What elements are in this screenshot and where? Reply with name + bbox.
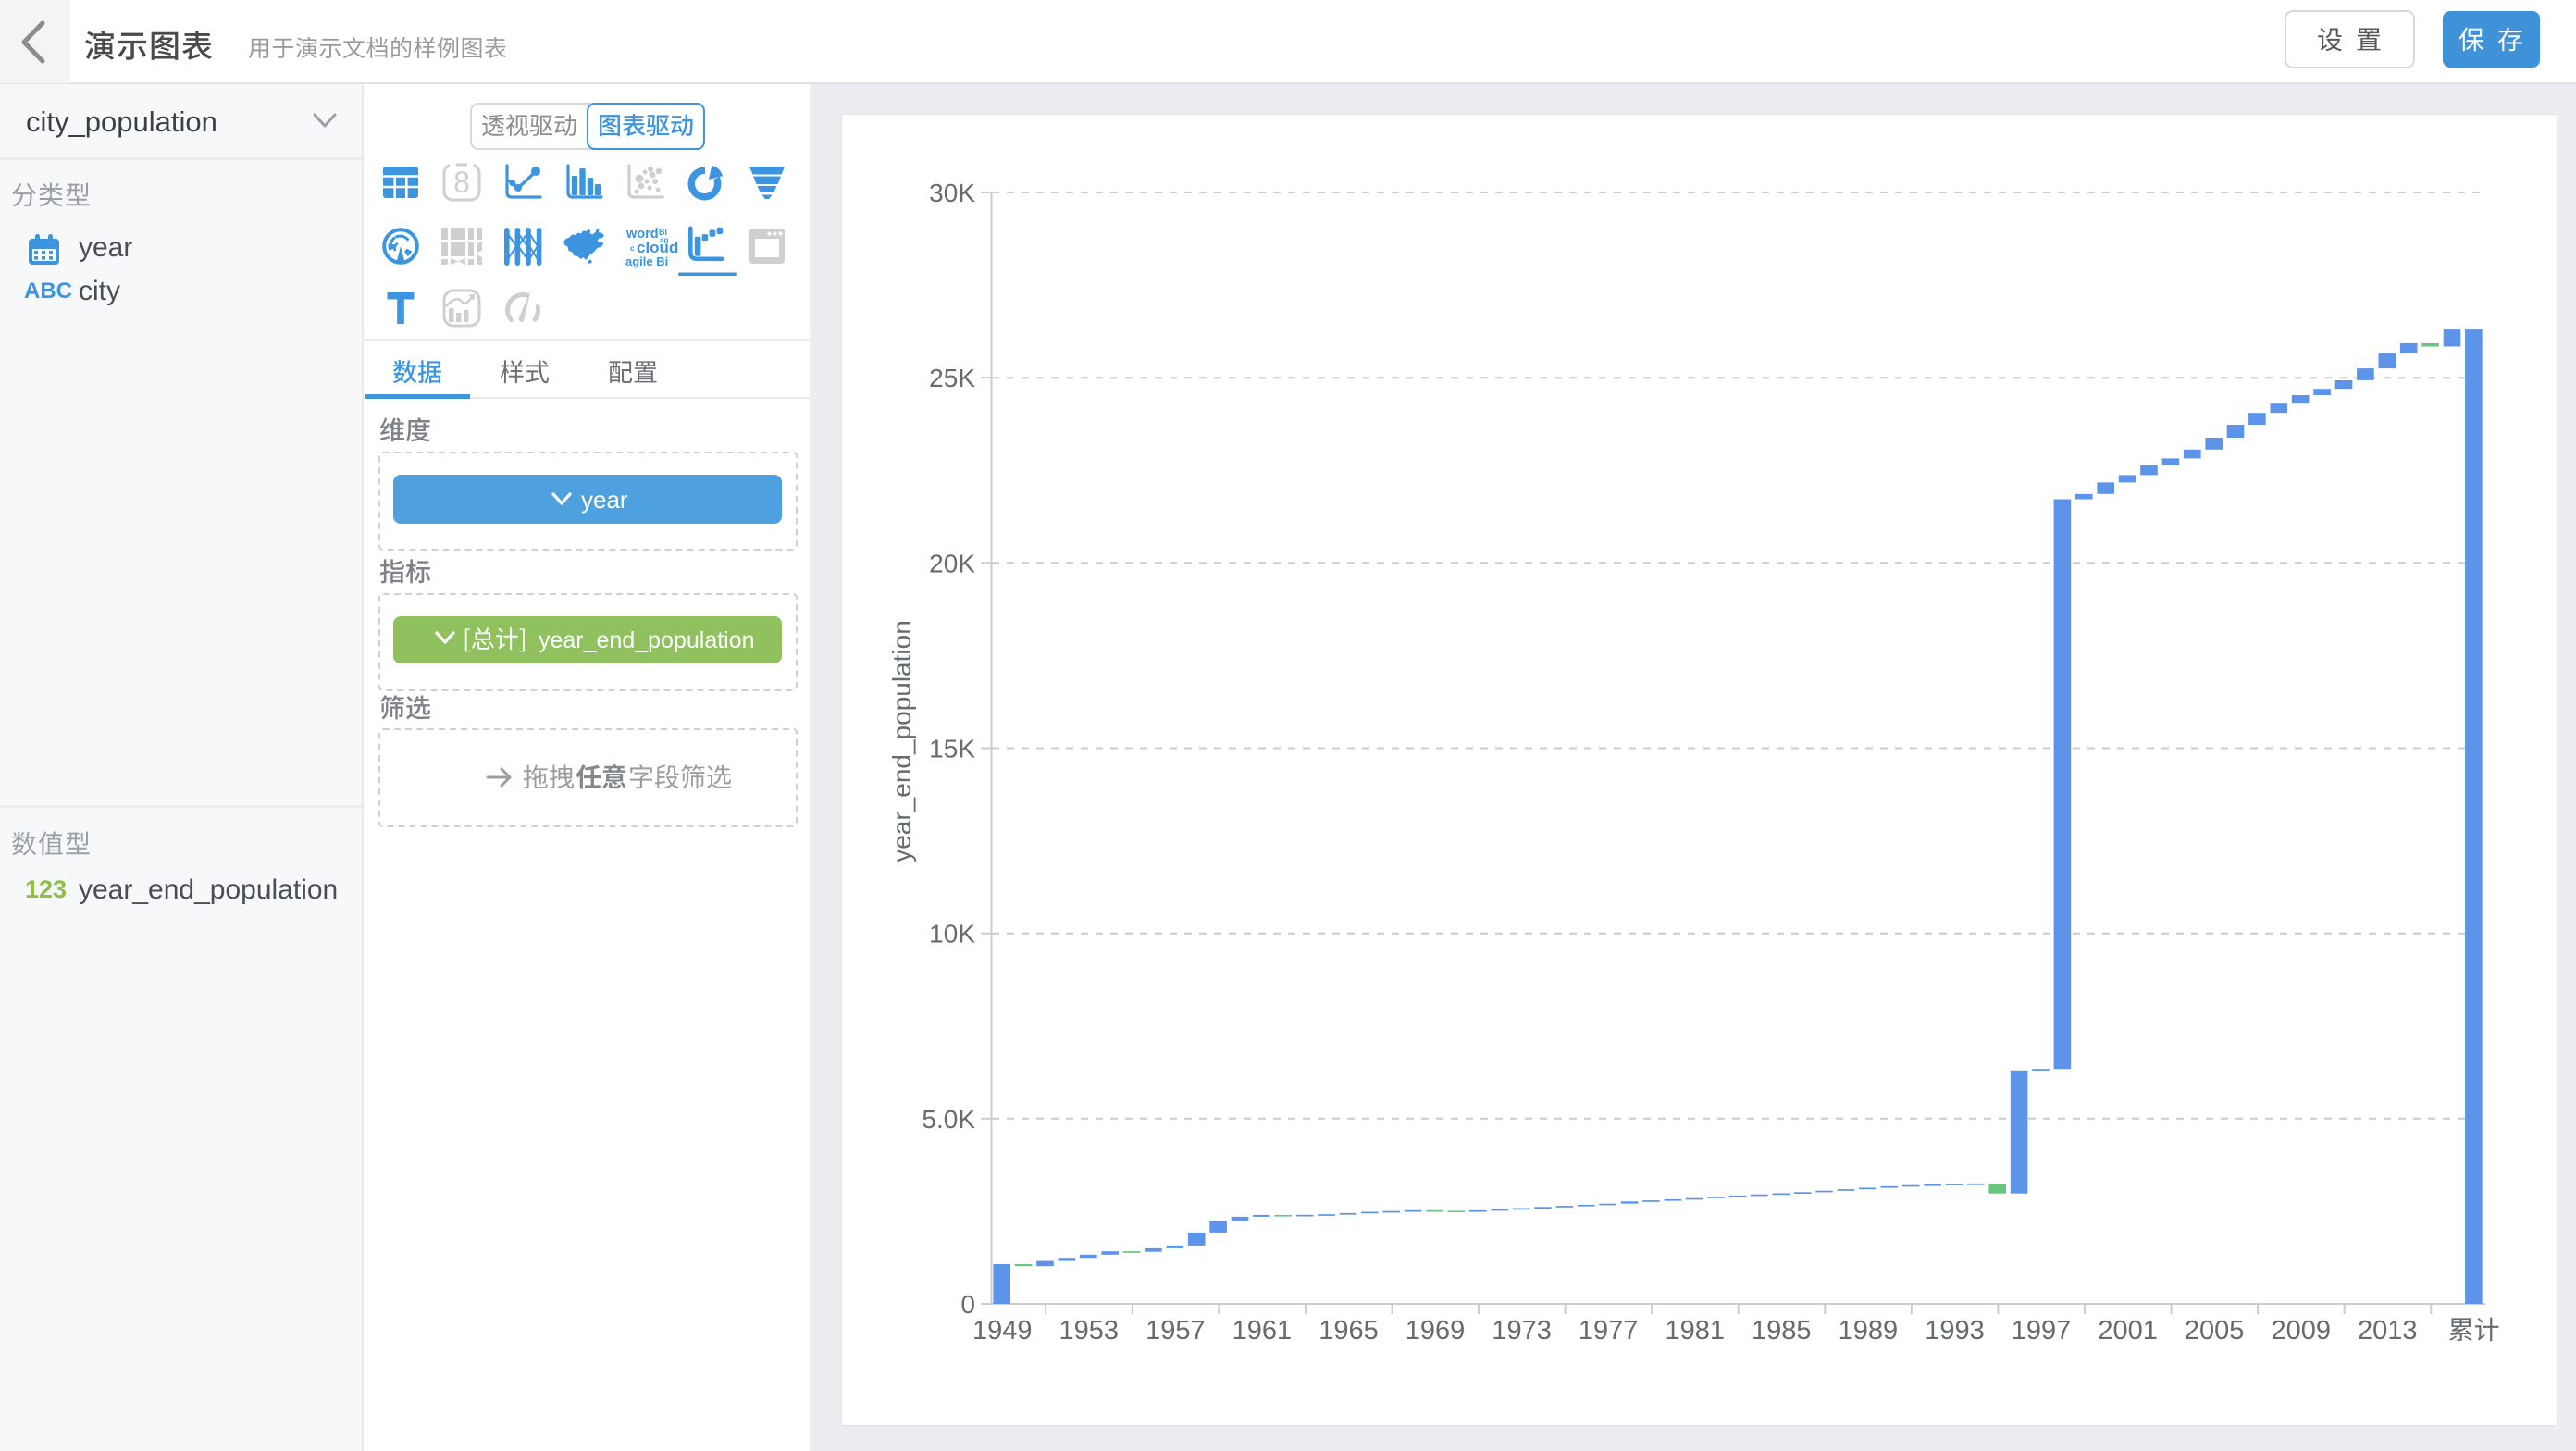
svg-text:ABC: ABC	[24, 279, 72, 304]
svg-text:1985: 1985	[1752, 1316, 1812, 1346]
svg-text:0: 0	[960, 1290, 975, 1319]
svg-text:2005: 2005	[2185, 1316, 2245, 1346]
svg-text:8: 8	[453, 166, 470, 199]
svg-text:1973: 1973	[1492, 1316, 1552, 1346]
svg-text:1981: 1981	[1665, 1316, 1725, 1346]
svg-text:year: year	[79, 232, 132, 263]
svg-text:2013: 2013	[2358, 1316, 2418, 1346]
svg-text:c: c	[630, 244, 635, 253]
svg-text:ag: ag	[660, 236, 668, 244]
svg-text:123: 123	[25, 875, 67, 903]
svg-text:20K: 20K	[929, 549, 975, 577]
svg-text:1965: 1965	[1319, 1316, 1379, 1346]
svg-text:30K: 30K	[929, 179, 975, 207]
svg-text:year_end_population: year_end_population	[539, 627, 755, 653]
svg-text:year_end_population: year_end_population	[79, 874, 338, 905]
svg-text:agile Bi: agile Bi	[625, 254, 668, 268]
svg-text:1961: 1961	[1232, 1316, 1293, 1346]
svg-text:15K: 15K	[929, 734, 975, 763]
svg-text:1953: 1953	[1059, 1316, 1120, 1346]
svg-text:1969: 1969	[1406, 1316, 1466, 1346]
svg-text:cloud: cloud	[637, 239, 678, 256]
svg-text:year: year	[581, 486, 628, 514]
svg-text:1989: 1989	[1839, 1316, 1899, 1346]
svg-text:1997: 1997	[2012, 1316, 2072, 1346]
svg-text:2009: 2009	[2271, 1316, 2331, 1346]
svg-text:1949: 1949	[972, 1316, 1033, 1346]
svg-text:BI: BI	[659, 228, 667, 237]
svg-text:city_population: city_population	[26, 105, 217, 138]
svg-text:2001: 2001	[2098, 1316, 2158, 1346]
svg-text:city: city	[79, 276, 120, 306]
svg-text:5.0K: 5.0K	[922, 1105, 975, 1134]
svg-text:10K: 10K	[929, 920, 975, 949]
svg-text:year_end_population: year_end_population	[887, 620, 916, 862]
svg-text:1957: 1957	[1146, 1316, 1206, 1346]
svg-text:1993: 1993	[1925, 1316, 1985, 1346]
svg-text:1977: 1977	[1579, 1316, 1639, 1346]
svg-text:word: word	[625, 227, 659, 242]
svg-text:25K: 25K	[929, 364, 975, 392]
